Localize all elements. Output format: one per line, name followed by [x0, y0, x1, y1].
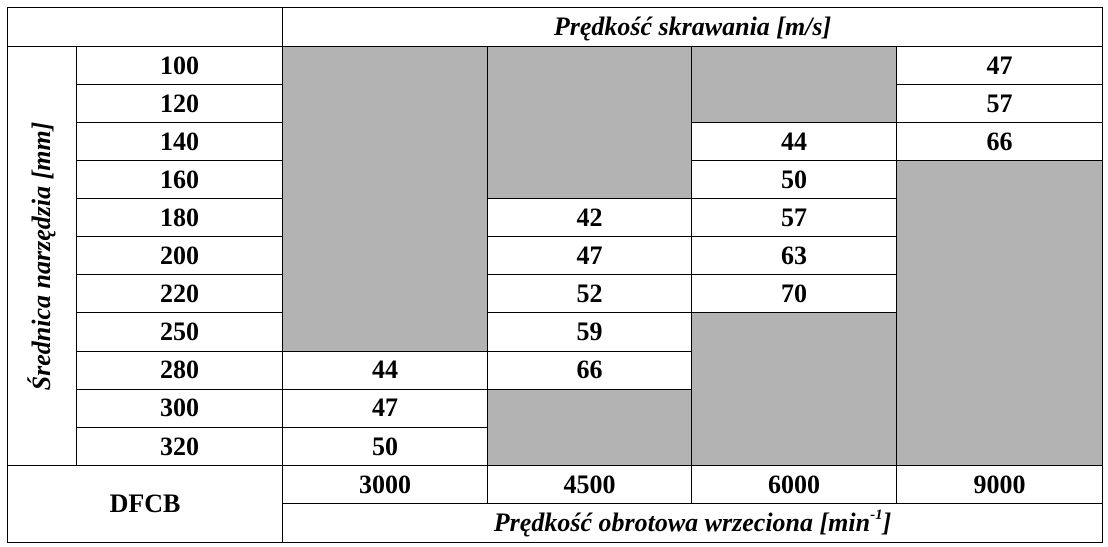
table-row: 200 47 63 [8, 236, 1103, 276]
spindle-speed-label-cell: Prędkość obrotowa wrzeciona [min-1] [281, 503, 1104, 543]
header-row: Prędkość skrawania [m/s] [7, 7, 1104, 47]
cutting-speed-header: Prędkość skrawania [m/s] [281, 7, 1104, 47]
tool-diameter-axis-cell: Średnica narzędzia [mm] [7, 46, 77, 466]
diameter-cell: 280 [76, 350, 283, 390]
diameter-cell: 200 [76, 236, 283, 276]
footer-row: Prędkość obrotowa wrzeciona [min-1] [8, 503, 1104, 543]
diameter-cell: 300 [76, 388, 283, 429]
unavailable-cell [895, 160, 1104, 466]
unavailable-cell [487, 388, 692, 467]
speed-value-cell: 47 [282, 388, 488, 429]
speed-value-cell: 63 [691, 236, 897, 276]
top-left-empty-cell [7, 7, 283, 47]
speed-value-cell: 47 [895, 46, 1104, 85]
speed-value-cell: 44 [691, 122, 897, 161]
speed-value-cell: 66 [487, 350, 692, 390]
speed-value-cell: 44 [282, 350, 488, 390]
table-row: 280 44 66 [8, 350, 1103, 390]
spindle-speed-unit-exponent: -1 [870, 507, 883, 524]
rpm-cell: 6000 [691, 465, 897, 504]
rpm-row: DFCB 3000 4500 6000 9000 [7, 465, 1104, 543]
cutting-speed-table: Prędkość skrawania [m/s] Średnica narzęd… [7, 7, 1104, 543]
diameter-cell: 160 [76, 159, 283, 200]
speed-value-cell: 66 [895, 122, 1104, 161]
rpm-cell: 9000 [895, 465, 1104, 504]
diameter-cell: 320 [76, 427, 283, 466]
table-row: 160 50 [8, 159, 1104, 466]
speed-value-cell: 57 [895, 84, 1104, 123]
speed-value-cell: 52 [487, 274, 692, 314]
diameter-cell: 250 [76, 312, 283, 352]
tool-diameter-label: Średnica narzędzia [mm] [27, 121, 56, 391]
unavailable-cell [487, 45, 692, 200]
unavailable-cell [691, 46, 897, 123]
dfcb-label: DFCB [7, 465, 283, 543]
spindle-speed-label: Prędkość obrotowa wrzeciona [min [493, 508, 871, 537]
diameter-cell: 220 [76, 274, 283, 314]
table-row: Średnica narzędzia [mm] 100 47 [7, 45, 1104, 466]
table-row: 250 59 [8, 312, 1103, 466]
rpm-cell: 3000 [282, 465, 488, 504]
table-row: 180 42 57 [8, 198, 1103, 238]
unavailable-cell [691, 312, 897, 466]
speed-value-cell: 50 [691, 159, 897, 200]
table-row: 300 47 [8, 388, 1103, 467]
speed-value-cell: 59 [487, 312, 692, 352]
diameter-cell: 140 [76, 122, 283, 161]
speed-value-cell: 50 [282, 427, 488, 466]
diameter-cell: 120 [76, 84, 283, 123]
table-body: Prędkość skrawania [m/s] Średnica narzęd… [7, 7, 1104, 543]
speed-value-cell: 47 [487, 236, 692, 276]
rpm-cell: 4500 [487, 465, 692, 504]
table-row: 120 57 [8, 84, 1104, 123]
speed-value-cell: 42 [487, 198, 692, 238]
speed-value-cell: 70 [691, 274, 897, 314]
unavailable-cell [282, 46, 488, 352]
diameter-cell: 100 [76, 46, 283, 85]
spindle-speed-label-end: ] [882, 508, 892, 537]
table-row: 320 50 [8, 427, 1103, 466]
speed-value-cell: 57 [691, 198, 897, 238]
table-row: 220 52 70 [8, 274, 1103, 314]
diameter-cell: 180 [76, 198, 283, 238]
